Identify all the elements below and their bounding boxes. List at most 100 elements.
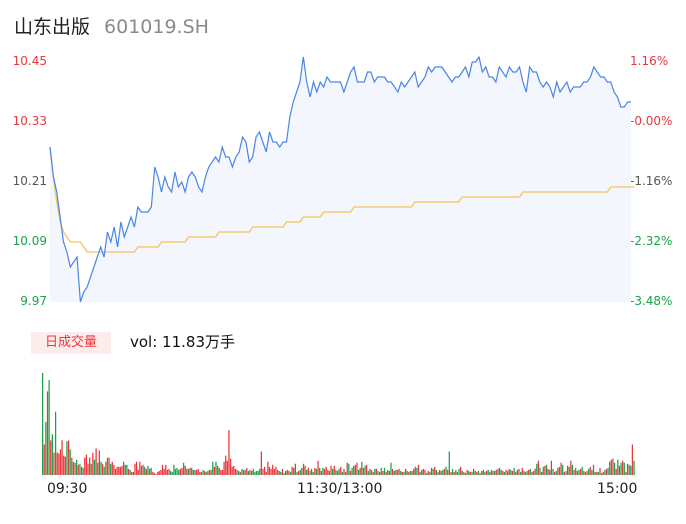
volume-bar xyxy=(380,467,382,475)
volume-bar xyxy=(343,468,345,475)
volume-bar xyxy=(170,470,172,475)
volume-bar xyxy=(64,456,66,475)
volume-bar xyxy=(111,461,113,475)
volume-bar xyxy=(61,440,63,475)
volume-bar xyxy=(242,469,245,475)
volume-bar xyxy=(511,470,514,475)
volume-bar xyxy=(550,460,553,475)
volume-bar xyxy=(67,440,70,475)
volume-bar xyxy=(317,460,319,475)
volume-bar xyxy=(320,470,322,475)
volume-bar xyxy=(273,468,275,475)
volume-tag: 日成交量 xyxy=(31,332,111,354)
volume-bar xyxy=(71,457,73,475)
volume-bar xyxy=(114,468,117,475)
volume-bar xyxy=(85,454,88,475)
volume-bar xyxy=(382,470,384,475)
volume-bar xyxy=(591,469,593,475)
volume-bar xyxy=(413,468,415,475)
volume-bar xyxy=(419,471,421,475)
volume-bar xyxy=(106,457,109,475)
volume-bar xyxy=(379,471,381,475)
volume-bar xyxy=(424,469,426,475)
volume-bar xyxy=(443,468,446,475)
volume-bar xyxy=(142,464,144,475)
volume-bar xyxy=(515,471,517,475)
volume-bar xyxy=(186,468,188,475)
volume-bar xyxy=(184,465,186,475)
volume-bar xyxy=(366,464,368,475)
volume-bar xyxy=(338,468,340,475)
volume-bar xyxy=(212,461,214,475)
volume-bar xyxy=(340,466,342,475)
volume-bar xyxy=(234,468,237,475)
volume-bar xyxy=(179,468,181,475)
volume-bar xyxy=(596,471,598,475)
volume-bar xyxy=(537,460,540,475)
volume-bar xyxy=(442,469,444,475)
volume-bar xyxy=(408,471,410,475)
volume-bar xyxy=(626,463,629,475)
volume-bar xyxy=(252,468,254,475)
volume-bar xyxy=(532,470,535,475)
volume-bar xyxy=(246,467,248,475)
volume-bar xyxy=(453,471,455,475)
volume-bar xyxy=(584,471,587,475)
volume-bar xyxy=(228,430,230,475)
volume-bar xyxy=(383,467,386,475)
volume-bar xyxy=(233,465,235,475)
volume-bar xyxy=(182,462,185,475)
volume-bar xyxy=(536,463,538,475)
volume-bar xyxy=(529,468,531,475)
volume-bar xyxy=(565,470,567,475)
volume-bar xyxy=(299,469,301,475)
volume-bar xyxy=(330,465,332,475)
volume-bar xyxy=(377,470,379,475)
volume-bar xyxy=(356,462,358,475)
volume-bar xyxy=(208,469,211,475)
volume-bar xyxy=(119,466,122,475)
volume-bar xyxy=(438,469,441,475)
volume-bar xyxy=(489,471,491,475)
volume-bar xyxy=(178,469,180,475)
volume-bar xyxy=(469,471,472,475)
volume-bar xyxy=(101,463,104,475)
volume-bar xyxy=(127,468,130,475)
volume-bar xyxy=(594,471,596,475)
volume-bar xyxy=(229,458,232,475)
stock-name: 山东出版 xyxy=(14,16,91,38)
volume-bar xyxy=(385,471,387,475)
volume-bar xyxy=(202,469,204,475)
volume-bar xyxy=(118,466,120,475)
volume-bar xyxy=(344,471,347,475)
volume-bar xyxy=(528,469,530,475)
volume-bar xyxy=(502,470,504,475)
volume-bar xyxy=(631,444,634,475)
volume-bar xyxy=(283,472,285,475)
volume-bar xyxy=(429,471,431,475)
volume-bar xyxy=(348,463,350,475)
volume-bar xyxy=(301,467,303,475)
volume-bar xyxy=(192,469,194,475)
volume-bar xyxy=(69,449,71,475)
volume-bar xyxy=(466,469,468,475)
volume-bar xyxy=(500,469,502,475)
volume-bar xyxy=(268,466,271,475)
volume-bar xyxy=(599,467,601,475)
volume-bar xyxy=(173,464,175,475)
volume-bar xyxy=(221,469,224,475)
volume-bar xyxy=(396,469,399,475)
volume-bar xyxy=(247,470,250,475)
volume-bar xyxy=(450,471,452,475)
volume-bar xyxy=(579,468,582,475)
volume-bar xyxy=(56,452,58,475)
volume-bar xyxy=(630,465,632,475)
volume-bar xyxy=(82,467,84,475)
volume-bar xyxy=(110,463,112,475)
volume-bar xyxy=(272,464,274,475)
volume-bar xyxy=(523,470,525,475)
volume-bar xyxy=(588,468,590,475)
volume-bar xyxy=(263,466,266,475)
volume-bar xyxy=(573,469,575,475)
volume-bar xyxy=(471,471,473,475)
